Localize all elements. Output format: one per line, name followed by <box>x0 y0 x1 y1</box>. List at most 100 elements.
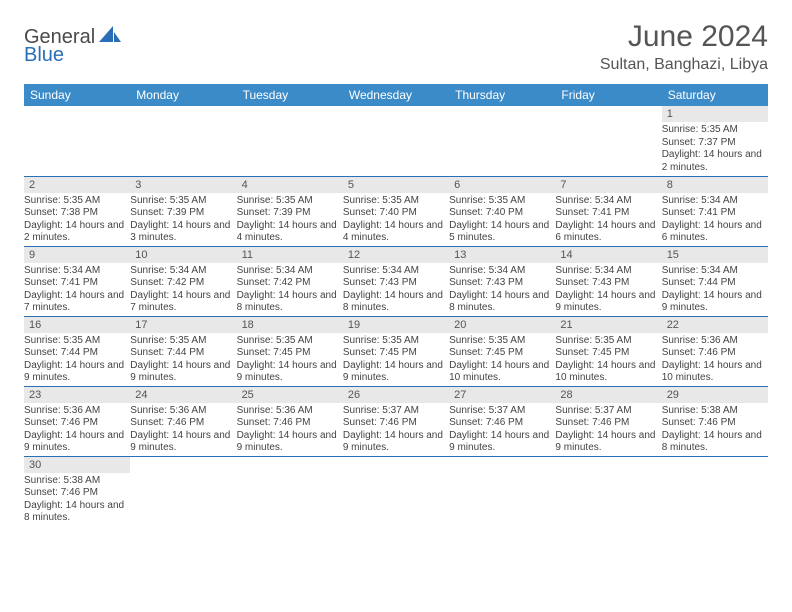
calendar-cell <box>555 456 661 526</box>
day-number: 5 <box>343 177 449 193</box>
day-details: Sunrise: 5:38 AMSunset: 7:46 PMDaylight:… <box>24 473 130 525</box>
day-details: Sunrise: 5:34 AMSunset: 7:43 PMDaylight:… <box>449 263 555 315</box>
calendar-cell: 27Sunrise: 5:37 AMSunset: 7:46 PMDayligh… <box>449 386 555 456</box>
sunset-line: Sunset: 7:42 PM <box>130 277 236 290</box>
sunrise-line: Sunrise: 5:36 AM <box>237 405 343 418</box>
day-number: 2 <box>24 177 130 193</box>
sunset-line: Sunset: 7:44 PM <box>24 347 130 360</box>
calendar-cell <box>237 456 343 526</box>
calendar-cell: 26Sunrise: 5:37 AMSunset: 7:46 PMDayligh… <box>343 386 449 456</box>
day-details: Sunrise: 5:34 AMSunset: 7:41 PMDaylight:… <box>662 193 768 245</box>
sunset-line: Sunset: 7:43 PM <box>449 277 555 290</box>
day-header: Thursday <box>449 84 555 106</box>
sunrise-line: Sunrise: 5:34 AM <box>555 265 661 278</box>
calendar-cell: 4Sunrise: 5:35 AMSunset: 7:39 PMDaylight… <box>237 176 343 246</box>
daylight-line: Daylight: 14 hours and 7 minutes. <box>130 290 236 315</box>
day-details: Sunrise: 5:34 AMSunset: 7:43 PMDaylight:… <box>343 263 449 315</box>
day-number: 21 <box>555 317 661 333</box>
calendar-cell: 22Sunrise: 5:36 AMSunset: 7:46 PMDayligh… <box>662 316 768 386</box>
day-number: 6 <box>449 177 555 193</box>
sunrise-line: Sunrise: 5:34 AM <box>662 195 768 208</box>
day-details: Sunrise: 5:37 AMSunset: 7:46 PMDaylight:… <box>449 403 555 455</box>
calendar-cell <box>449 456 555 526</box>
sunrise-line: Sunrise: 5:35 AM <box>343 335 449 348</box>
day-number: 28 <box>555 387 661 403</box>
calendar-cell: 14Sunrise: 5:34 AMSunset: 7:43 PMDayligh… <box>555 246 661 316</box>
day-number: 19 <box>343 317 449 333</box>
daylight-line: Daylight: 14 hours and 9 minutes. <box>24 360 130 385</box>
calendar-cell: 15Sunrise: 5:34 AMSunset: 7:44 PMDayligh… <box>662 246 768 316</box>
sunrise-line: Sunrise: 5:34 AM <box>237 265 343 278</box>
daylight-line: Daylight: 14 hours and 2 minutes. <box>662 149 768 174</box>
sunrise-line: Sunrise: 5:34 AM <box>662 265 768 278</box>
day-number: 27 <box>449 387 555 403</box>
day-details: Sunrise: 5:35 AMSunset: 7:40 PMDaylight:… <box>343 193 449 245</box>
sunset-line: Sunset: 7:45 PM <box>237 347 343 360</box>
sunset-line: Sunset: 7:41 PM <box>555 207 661 220</box>
calendar-cell <box>130 106 236 176</box>
calendar-cell <box>662 456 768 526</box>
calendar-cell: 21Sunrise: 5:35 AMSunset: 7:45 PMDayligh… <box>555 316 661 386</box>
sunset-line: Sunset: 7:44 PM <box>662 277 768 290</box>
daylight-line: Daylight: 14 hours and 9 minutes. <box>237 360 343 385</box>
daylight-line: Daylight: 14 hours and 8 minutes. <box>237 290 343 315</box>
daylight-line: Daylight: 14 hours and 10 minutes. <box>662 360 768 385</box>
sunrise-line: Sunrise: 5:34 AM <box>343 265 449 278</box>
sunset-line: Sunset: 7:46 PM <box>343 417 449 430</box>
sunrise-line: Sunrise: 5:37 AM <box>343 405 449 418</box>
sunset-line: Sunset: 7:46 PM <box>24 417 130 430</box>
sunrise-line: Sunrise: 5:35 AM <box>130 195 236 208</box>
day-number: 22 <box>662 317 768 333</box>
daylight-line: Daylight: 14 hours and 9 minutes. <box>343 430 449 455</box>
calendar-cell: 2Sunrise: 5:35 AMSunset: 7:38 PMDaylight… <box>24 176 130 246</box>
calendar-body: 1Sunrise: 5:35 AMSunset: 7:37 PMDaylight… <box>24 106 768 526</box>
daylight-line: Daylight: 14 hours and 9 minutes. <box>130 360 236 385</box>
day-number: 10 <box>130 247 236 263</box>
title-block: June 2024 Sultan, Banghazi, Libya <box>600 20 768 74</box>
day-details: Sunrise: 5:35 AMSunset: 7:45 PMDaylight:… <box>555 333 661 385</box>
sunrise-line: Sunrise: 5:36 AM <box>662 335 768 348</box>
day-number: 11 <box>237 247 343 263</box>
day-details: Sunrise: 5:34 AMSunset: 7:41 PMDaylight:… <box>24 263 130 315</box>
calendar-week-row: 1Sunrise: 5:35 AMSunset: 7:37 PMDaylight… <box>24 106 768 176</box>
calendar-cell <box>130 456 236 526</box>
sunset-line: Sunset: 7:45 PM <box>343 347 449 360</box>
daylight-line: Daylight: 14 hours and 9 minutes. <box>237 430 343 455</box>
calendar-cell: 16 Sunrise: 5:35 AMSunset: 7:44 PMDayligh… <box>24 316 130 386</box>
daylight-line: Daylight: 14 hours and 4 minutes. <box>237 220 343 245</box>
daylight-line: Daylight: 14 hours and 10 minutes. <box>449 360 555 385</box>
daylight-line: Daylight: 14 hours and 8 minutes. <box>24 500 130 525</box>
day-header: Monday <box>130 84 236 106</box>
day-details: Sunrise: 5:35 AMSunset: 7:37 PMDaylight:… <box>662 122 768 174</box>
sunset-line: Sunset: 7:38 PM <box>24 207 130 220</box>
daylight-line: Daylight: 14 hours and 5 minutes. <box>449 220 555 245</box>
sunrise-line: Sunrise: 5:35 AM <box>237 195 343 208</box>
daylight-line: Daylight: 14 hours and 7 minutes. <box>24 290 130 315</box>
day-number: 9 <box>24 247 130 263</box>
calendar-cell: 19Sunrise: 5:35 AMSunset: 7:45 PMDayligh… <box>343 316 449 386</box>
daylight-line: Daylight: 14 hours and 2 minutes. <box>24 220 130 245</box>
sunset-line: Sunset: 7:46 PM <box>662 417 768 430</box>
calendar-cell: 24Sunrise: 5:36 AMSunset: 7:46 PMDayligh… <box>130 386 236 456</box>
header: General June 2024 Sultan, Banghazi, Liby… <box>24 20 768 74</box>
day-number: 4 <box>237 177 343 193</box>
sunrise-line: Sunrise: 5:34 AM <box>130 265 236 278</box>
daylight-line: Daylight: 14 hours and 9 minutes. <box>449 430 555 455</box>
day-number: 16 <box>24 317 130 333</box>
calendar-cell: 1Sunrise: 5:35 AMSunset: 7:37 PMDaylight… <box>662 106 768 176</box>
logo-sail-icon <box>99 26 121 49</box>
day-number: 3 <box>130 177 236 193</box>
calendar-cell: 5Sunrise: 5:35 AMSunset: 7:40 PMDaylight… <box>343 176 449 246</box>
sunset-line: Sunset: 7:43 PM <box>555 277 661 290</box>
sunrise-line: Sunrise: 5:35 AM <box>449 195 555 208</box>
sunset-line: Sunset: 7:40 PM <box>449 207 555 220</box>
sunset-line: Sunset: 7:45 PM <box>555 347 661 360</box>
sunrise-line: Sunrise: 5:36 AM <box>24 405 130 418</box>
day-number: 14 <box>555 247 661 263</box>
calendar-cell: 3Sunrise: 5:35 AMSunset: 7:39 PMDaylight… <box>130 176 236 246</box>
day-details: Sunrise: 5:35 AMSunset: 7:45 PMDaylight:… <box>343 333 449 385</box>
sunrise-line: Sunrise: 5:35 AM <box>24 335 130 348</box>
daylight-line: Daylight: 14 hours and 9 minutes. <box>555 430 661 455</box>
day-details: Sunrise: 5:35 AMSunset: 7:38 PMDaylight:… <box>24 193 130 245</box>
sunset-line: Sunset: 7:46 PM <box>130 417 236 430</box>
